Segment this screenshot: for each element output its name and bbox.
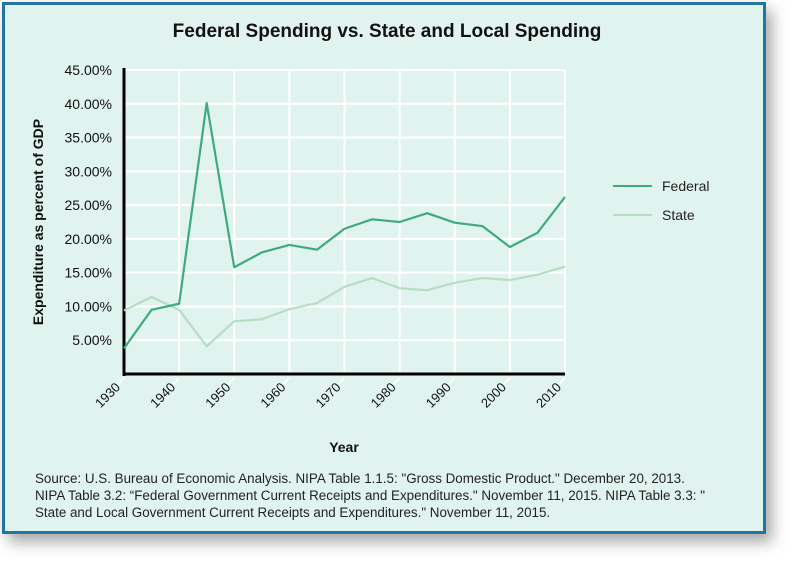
source-line: Source: U.S. Bureau of Economic Analysis…: [35, 471, 685, 486]
x-tick-mark: [337, 377, 346, 385]
x-tick-mark: [117, 377, 125, 385]
x-axis-label: Year: [329, 439, 359, 455]
source-note: Source: U.S. Bureau of Economic Analysis…: [35, 470, 755, 521]
chart-title: Federal Spending vs. State and Local Spe…: [173, 21, 602, 42]
y-tick-label: 35.00%: [65, 130, 112, 146]
series-line-state: [123, 265, 566, 348]
x-tick-mark: [282, 377, 290, 385]
x-tick-mark: [172, 377, 180, 385]
y-tick-label: 15.00%: [65, 265, 112, 281]
x-tick-mark: [393, 377, 401, 385]
x-tick-mark: [503, 377, 511, 385]
series-line-federal: [123, 102, 566, 349]
source-line: NIPA Table 3.2: “Federal Government Curr…: [35, 488, 705, 503]
y-axis-label: Expenditure as percent of GDP: [30, 119, 46, 325]
y-tick-label: 45.00%: [65, 62, 112, 78]
chart-frame: [2, 2, 766, 534]
y-tick-label: 10.00%: [65, 298, 112, 314]
legend-label: State: [662, 207, 695, 223]
x-tick-mark: [227, 377, 235, 385]
legend-label: Federal: [662, 178, 709, 194]
y-tick-label: 25.00%: [65, 197, 112, 213]
x-tick-mark: [448, 377, 456, 385]
x-tick-mark: [558, 377, 566, 385]
y-tick-label: 20.00%: [65, 231, 112, 247]
y-tick-label: 5.00%: [72, 332, 112, 348]
source-line: State and Local Government Current Recei…: [35, 505, 551, 520]
y-tick-label: 30.00%: [65, 163, 112, 179]
y-tick-label: 40.00%: [65, 96, 112, 112]
